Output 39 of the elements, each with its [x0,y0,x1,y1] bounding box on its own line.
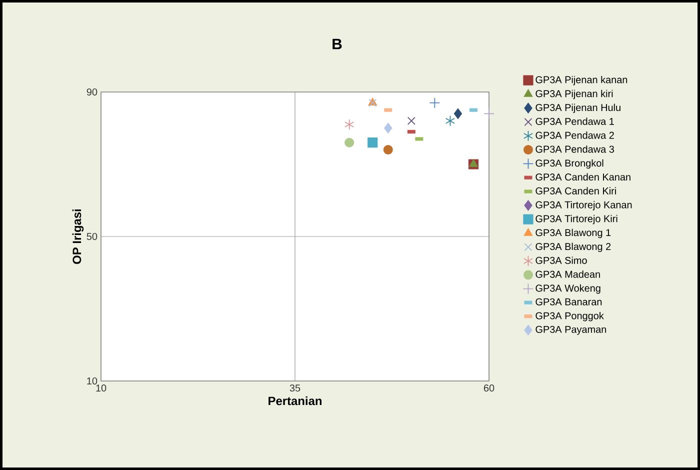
y-axis-title: OP Irigasi [72,209,84,264]
legend-label: GP3A Canden Kanan [536,173,630,181]
legend-label: GP3A Pendawa 3 [536,145,614,153]
legend-label: GP3A Simo [536,256,587,264]
legend-label: GP3A Blawong 2 [536,242,611,252]
point [445,115,455,126]
legend-label: GP3A Payaman [536,326,606,335]
y-tick-label: 90 [86,88,98,96]
point [429,97,440,108]
legend-label: GP3A Banaran [536,298,602,306]
point [407,116,416,125]
legend-label: GP3A Ponggok [536,312,604,322]
point [344,119,354,130]
legend-label: GP3A Tirtorejo Kiri [536,214,618,224]
y-tick-label: 10 [87,377,98,385]
point [368,138,378,148]
legend-label: GP3A Pijenan kanan [536,76,628,86]
point [484,108,494,120]
point [344,138,354,148]
legend-label: GP3A Pendawa 1 [536,118,614,125]
legend-label: GP3A Brongkol [536,159,604,169]
legend-label: GP3A Madean [536,270,600,278]
legend-label: GP3A Pijenan Hulu [536,104,620,114]
x-tick-label: 60 [484,384,494,392]
point [469,159,478,167]
legend-label: GP3A Blawong 1 [536,228,611,238]
legend-label: GP3A Wokeng [536,284,600,294]
legend-label: GP3A Canden Kiri [536,187,616,194]
point [383,145,393,155]
y-tick-label: 50 [86,232,98,240]
legend-label: GP3A Pendawa 2 [536,132,614,139]
x-tick-label: 10 [96,384,106,392]
point [384,122,392,134]
x-axis-title: Pertanian [268,396,322,406]
legend-label: GP3A Pijenan kiri [536,90,613,100]
chart-title: B [332,38,342,50]
x-tick-label: 35 [290,384,300,392]
point [454,108,462,119]
legend-label: GP3A Tirtorejo Kanan [536,201,632,210]
